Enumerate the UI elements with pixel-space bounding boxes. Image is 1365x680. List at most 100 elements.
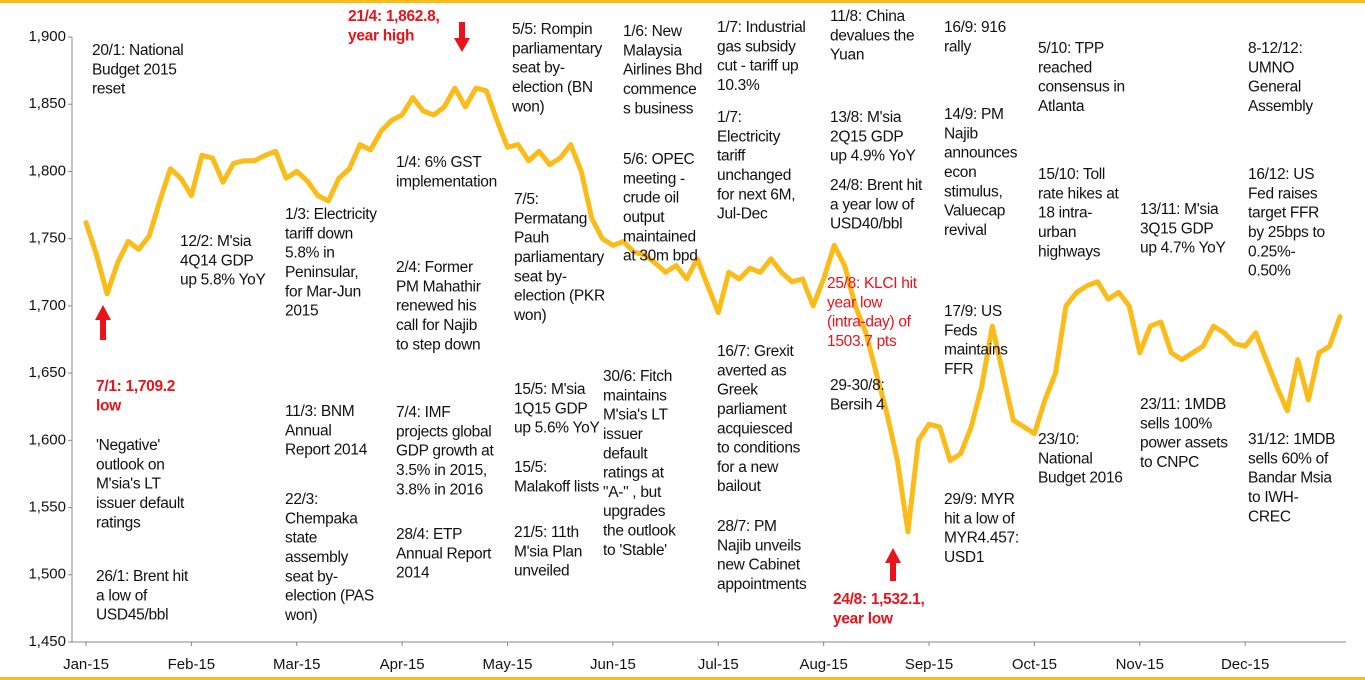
annotation-line: (intra-day) of [827, 314, 912, 331]
arrow [100, 318, 106, 340]
annotation-line: maintains [944, 342, 1008, 359]
annotation-line: revival [944, 222, 987, 239]
annotation-line: implementation [396, 173, 497, 190]
annotation-line: 28/7: PM [717, 518, 777, 535]
annotation-line: 16/9: 916 [944, 19, 1006, 36]
annotation-line: 13/8: M'sia [830, 109, 902, 126]
annotation-line: 14/9: PM [944, 106, 1004, 123]
annotation: 28/7: PM Najib unveils new Cabinet appointm… [717, 518, 807, 593]
annotation-line: 3.5% in 2015, [396, 462, 487, 479]
annotation-line: Yuan [830, 47, 864, 64]
annotation-line: election (BN [512, 79, 593, 96]
annotation: 31/12: 1MDB sells 60% of Bandar Msia to IWH… [1248, 431, 1335, 525]
annotation: 21/5: 11th M'sia Plan unveiled [514, 524, 582, 580]
annotation-line: GDP growth at [396, 443, 494, 460]
annotation-line: for a new [717, 459, 779, 476]
x-tick-label: Sep-15 [905, 656, 953, 673]
annotation-line: 17/9: US [944, 303, 1002, 320]
annotation-line: USD1 [944, 549, 984, 566]
y-tick-label: 1,700 [28, 297, 66, 314]
annotation-line: commence [623, 81, 696, 98]
annotation-line: 26/1: Brent hit [96, 568, 189, 585]
annotation: 25/8: KLCI hit year low (intra-day) of 1503… [827, 275, 918, 350]
y-tick-label: 1,600 [28, 431, 66, 448]
annotation-line: 15/5: M'sia [514, 381, 586, 398]
y-tick-label: 1,750 [28, 230, 66, 247]
annotation-line: urban [1038, 224, 1076, 241]
annotation: 1/3: Electricity tariff down 5.8% in Penins… [285, 206, 378, 320]
annotation-line: power assets [1140, 435, 1228, 452]
annotation-line: Report 2014 [285, 442, 368, 459]
annotation-line: at 30m bpd [623, 248, 698, 265]
annotation-line: low [96, 397, 122, 414]
arrow [95, 305, 111, 320]
y-tick-label: 1,500 [28, 566, 66, 583]
annotation-line: "A-" , but [603, 484, 662, 501]
annotation: 23/11: 1MDB sells 100% power assets to CNPC [1140, 396, 1229, 471]
annotation-line: 1/6: New [623, 23, 683, 40]
annotation-line: gas subsidy [717, 38, 796, 55]
annotation: 16/9: 916 rally [944, 19, 1006, 55]
annotation-line: Airlines Bhd [623, 62, 702, 79]
annotation-line: M'sia's LT [603, 407, 668, 424]
annotation-line: election (PKR [514, 288, 605, 305]
annotation-line: 25/8: KLCI hit [827, 275, 918, 292]
annotation-line: Assembly [1248, 98, 1313, 115]
annotation-line: 11/8: China [830, 8, 906, 25]
annotation-line: highways [1038, 243, 1101, 260]
annotation-line: Bandar Msia [1248, 470, 1332, 487]
annotation-line: state [285, 530, 317, 547]
arrows [95, 22, 901, 581]
annotation-line: 1/7: [717, 109, 742, 126]
annotation-line: Chempaka [285, 510, 358, 527]
annotation-line: parliamentary [514, 249, 605, 266]
annotation-line: up 4.9% YoY [830, 148, 915, 165]
annotation-line: 2015 [285, 303, 318, 320]
annotation: 17/9: US Feds maintains FFR [944, 303, 1008, 378]
annotation-line: 7/1: 1,709.2 [96, 378, 175, 395]
annotation-line: unveiled [514, 563, 569, 580]
annotation: 20/1: National Budget 2015 reset [92, 42, 184, 98]
x-tick-label: Dec-15 [1221, 656, 1269, 673]
annotation: 7/4: IMF projects global GDP growth at 3.5%… [396, 404, 495, 498]
annotation: 2/4: Former PM Mahathir renewed his call fo… [396, 259, 481, 353]
annotation: 15/5: Malakoff lists [514, 459, 600, 495]
annotation-line: 24/8: Brent hit [830, 177, 923, 194]
arrow [459, 22, 465, 40]
annotation-line: up 5.8% YoY [180, 272, 265, 289]
annotation: 7/1: 1,709.2 low [96, 378, 175, 414]
annotation-line: output [623, 209, 665, 226]
arrow [885, 548, 901, 563]
annotation: 21/4: 1,862.8, year high [348, 8, 440, 44]
annotation-line: 7/5: [514, 191, 539, 208]
annotation-line: Valuecap [944, 203, 1005, 220]
annotation: 29-30/8: Bersih 4 [830, 377, 885, 413]
annotation-line: maintained [623, 228, 696, 245]
annotation-line: 16/12: US [1248, 166, 1314, 183]
annotation-line: 1503.7 pts [827, 333, 897, 350]
annotation-line: for Mar-Jun [285, 283, 361, 300]
price-line [83, 85, 1343, 535]
arrow [454, 38, 470, 52]
annotation-line: bailout [717, 478, 762, 495]
annotation-line: to step down [396, 336, 480, 353]
annotation-line: 24/8: 1,532.1, [833, 591, 924, 608]
annotation-line: 3Q15 GDP [1140, 220, 1213, 237]
annotation-line: 21/5: 11th [514, 524, 579, 541]
annotation-line: Atlanta [1038, 98, 1085, 115]
annotation-line: 21/4: 1,862.8, [348, 8, 439, 25]
annotation-line: 15/5: [514, 459, 547, 476]
annotation-line: Jul-Dec [717, 206, 768, 223]
annotation-line: 2Q15 GDP [830, 128, 903, 145]
annotation-line: rate hikes at [1038, 185, 1120, 202]
annotation-line: up 4.7% YoY [1140, 240, 1225, 257]
annotation-line: cut - tariff up [717, 58, 798, 75]
annotation-line: 1/4: 6% GST [396, 154, 482, 171]
annotation-line: devalues the [830, 27, 914, 44]
annotation-line: Najib unveils [717, 537, 802, 554]
annotation-line: 23/10: [1038, 431, 1079, 448]
annotation-line: issuer [603, 426, 643, 443]
annotation-line: won) [511, 98, 545, 115]
annotation: 11/8: China devalues the Yuan [830, 8, 915, 64]
